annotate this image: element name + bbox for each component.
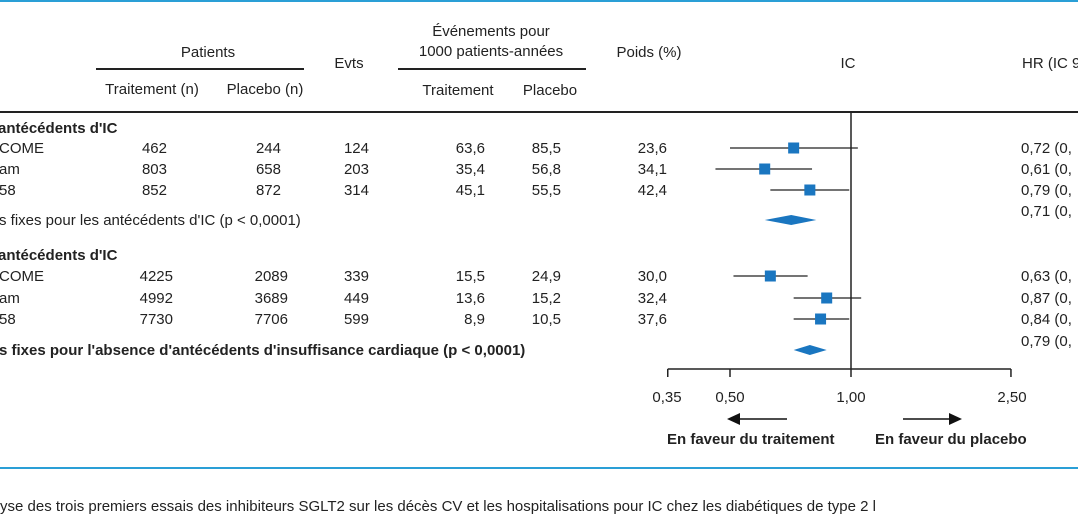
header-bottom-rule xyxy=(0,111,1078,113)
pla-n: 658 xyxy=(255,161,281,178)
ev-pla: 15,2 xyxy=(531,290,561,307)
summary-diamond xyxy=(764,215,817,225)
group-2-title: antécédents d'IC xyxy=(0,247,118,264)
hr-text: 0,79 (0, xyxy=(1021,182,1072,199)
x-tick-label: 2,50 xyxy=(997,389,1027,406)
trt-n: 803 xyxy=(141,161,167,178)
summary-label: s fixes pour l'absence d'antécédents d'i… xyxy=(0,342,526,359)
trt-n: 462 xyxy=(141,140,167,157)
ev-pla: 85,5 xyxy=(531,140,561,157)
summary-label: s fixes pour les antécédents d'IC (p < 0… xyxy=(0,212,301,229)
header-poids: Poids (%) xyxy=(616,44,682,61)
point-estimate xyxy=(804,184,816,196)
ev-pla: 24,9 xyxy=(531,268,561,285)
x-tick-label: 1,00 xyxy=(836,389,866,406)
ev-trt: 63,6 xyxy=(455,140,485,157)
pla-n: 872 xyxy=(255,182,281,199)
header-events-line1: Événements pour xyxy=(432,23,550,40)
arrow-right-head xyxy=(949,413,962,425)
evts: 124 xyxy=(343,140,369,157)
arrow-left-head xyxy=(727,413,740,425)
poids: 23,6 xyxy=(637,140,667,157)
hr-text: 0,87 (0, xyxy=(1021,290,1072,307)
trt-n: 852 xyxy=(141,182,167,199)
hr-text: 0,63 (0, xyxy=(1021,268,1072,285)
ev-pla: 55,5 xyxy=(531,182,561,199)
figure-caption: yse des trois premiers essais des inhibi… xyxy=(0,498,876,515)
hr-text: 0,84 (0, xyxy=(1021,311,1072,328)
poids: 37,6 xyxy=(637,311,667,328)
poids: 34,1 xyxy=(637,161,667,178)
ev-pla: 56,8 xyxy=(531,161,561,178)
study-name: 58 xyxy=(0,311,16,328)
study-name: COME xyxy=(0,140,44,157)
poids: 42,4 xyxy=(637,182,667,199)
header-ev-traitement: Traitement xyxy=(422,82,494,99)
header-ic: IC xyxy=(840,55,856,72)
header-patients: Patients xyxy=(180,44,236,61)
pla-n: 7706 xyxy=(254,311,288,328)
summary-hr-text: 0,71 (0, xyxy=(1021,203,1072,220)
ev-trt: 8,9 xyxy=(464,311,485,328)
ev-trt: 13,6 xyxy=(455,290,485,307)
pla-n: 2089 xyxy=(254,268,288,285)
poids: 30,0 xyxy=(637,268,667,285)
point-estimate xyxy=(821,292,833,304)
evts: 449 xyxy=(343,290,369,307)
point-estimate xyxy=(788,142,800,154)
evts: 339 xyxy=(343,268,369,285)
header-traitement-n: Traitement (n) xyxy=(105,81,199,98)
bottom-border xyxy=(0,467,1078,469)
x-tick-label: 0,50 xyxy=(715,389,745,406)
study-name: 58 xyxy=(0,182,16,199)
pla-n: 3689 xyxy=(254,290,288,307)
summary-diamond xyxy=(793,345,827,355)
summary-hr-text: 0,79 (0, xyxy=(1021,333,1072,350)
x-tick-label: 0,35 xyxy=(652,389,682,406)
point-estimate xyxy=(764,270,776,282)
header-placebo-n: Placebo (n) xyxy=(226,81,304,98)
point-estimate xyxy=(815,313,827,325)
header-hr: HR (IC 95 xyxy=(1022,55,1078,72)
point-estimate xyxy=(759,163,771,175)
poids: 32,4 xyxy=(637,290,667,307)
evts: 314 xyxy=(343,182,369,199)
patients-underline xyxy=(96,68,304,70)
hr-text: 0,72 (0, xyxy=(1021,140,1072,157)
pla-n: 244 xyxy=(255,140,281,157)
header-evts: Evts xyxy=(334,55,364,72)
group-1-title: antécédents d'IC xyxy=(0,120,118,137)
evts: 203 xyxy=(343,161,369,178)
trt-n: 4225 xyxy=(139,268,173,285)
ev-trt: 45,1 xyxy=(455,182,485,199)
header-ev-placebo: Placebo xyxy=(522,82,578,99)
top-border xyxy=(0,0,1078,2)
ev-pla: 10,5 xyxy=(531,311,561,328)
ev-trt: 15,5 xyxy=(455,268,485,285)
trt-n: 7730 xyxy=(139,311,173,328)
favor-placebo-label: En faveur du placebo xyxy=(875,431,1027,448)
study-name: am xyxy=(0,161,20,178)
hr-text: 0,61 (0, xyxy=(1021,161,1072,178)
header-events-line2: 1000 patients-années xyxy=(418,43,564,60)
favor-treatment-label: En faveur du traitement xyxy=(667,431,835,448)
evts: 599 xyxy=(343,311,369,328)
events-underline xyxy=(398,68,586,70)
study-name: COME xyxy=(0,268,44,285)
study-name: am xyxy=(0,290,20,307)
ev-trt: 35,4 xyxy=(455,161,485,178)
trt-n: 4992 xyxy=(139,290,173,307)
